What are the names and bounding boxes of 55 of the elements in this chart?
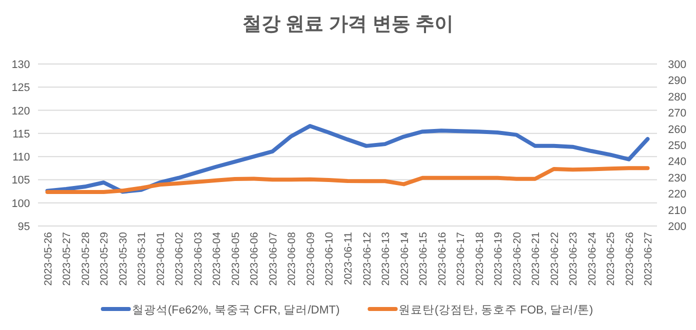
- legend-label: 원료탄(강점탄, 동호주 FOB, 달러/톤): [398, 304, 594, 316]
- y2-tick-label: 290: [668, 75, 686, 88]
- x-tick-label: 2023-06-18: [474, 232, 486, 286]
- y2-tick-label: 200: [668, 221, 686, 233]
- y2-tick-label: 280: [668, 91, 686, 104]
- x-tick-label: 2023-06-19: [492, 232, 505, 286]
- y2-tick-label: 260: [668, 124, 686, 136]
- x-tick-label: 2023-06-15: [418, 232, 430, 286]
- x-tick-label: 2023-06-10: [324, 232, 336, 286]
- x-tick-label: 2023-05-27: [61, 232, 74, 286]
- x-tick-label: 2023-06-16: [436, 232, 448, 286]
- x-tick-label: 2023-06-08: [286, 232, 298, 286]
- y-tick-label: 100: [12, 198, 30, 210]
- y2-tick-label: 220: [668, 188, 686, 201]
- chart-title: 철강 원료 가격 변동 추이: [242, 14, 454, 35]
- x-tick-label: 2023-06-23: [568, 232, 580, 286]
- x-tick-label: 2023-05-29: [98, 232, 111, 286]
- y-tick-label: 115: [12, 128, 30, 140]
- y2-tick-label: 300: [668, 59, 686, 71]
- x-tick-label: 2023-06-09: [304, 232, 317, 286]
- x-tick-label: 2023-05-26: [42, 232, 54, 286]
- x-tick-label: 2023-06-01: [154, 232, 167, 286]
- x-tick-label: 2023-06-22: [548, 232, 561, 286]
- y-tick-label: 125: [12, 82, 30, 94]
- x-tick-label: 2023-06-26: [624, 232, 636, 286]
- x-tick-label: 2023-06-20: [511, 232, 524, 286]
- x-tick-label: 2023-06-24: [586, 232, 598, 286]
- y2-tick-label: 230: [668, 172, 686, 184]
- x-tick-label: 2023-06-17: [455, 232, 468, 286]
- y-tick-label: 120: [12, 105, 30, 118]
- x-tick-label: 2023-06-03: [192, 232, 204, 286]
- y-tick-label: 95: [18, 221, 30, 233]
- x-tick-label: 2023-06-06: [248, 232, 261, 286]
- legend-label: 철광석(Fe62%, 북중국 CFR, 달러/DMT): [132, 304, 340, 316]
- x-tick-label: 2023-06-11: [342, 232, 354, 285]
- y-tick-label: 130: [12, 59, 30, 71]
- y-tick-label: 105: [12, 174, 30, 187]
- x-tick-label: 2023-05-30: [117, 232, 130, 286]
- x-tick-label: 2023-06-12: [361, 232, 374, 286]
- x-tick-label: 2023-06-02: [174, 232, 186, 286]
- y2-tick-label: 270: [668, 108, 686, 120]
- x-tick-label: 2023-06-27: [642, 232, 655, 286]
- y2-tick-label: 240: [668, 156, 686, 168]
- x-tick-label: 2023-05-28: [80, 232, 92, 286]
- x-tick-label: 2023-06-21: [530, 232, 542, 286]
- y2-tick-label: 250: [668, 140, 686, 152]
- x-tick-label: 2023-05-31: [136, 232, 148, 286]
- x-tick-label: 2023-06-13: [380, 232, 392, 286]
- y2-tick-label: 210: [668, 204, 686, 217]
- x-tick-label: 2023-06-05: [230, 232, 242, 286]
- x-tick-label: 2023-06-25: [605, 232, 618, 286]
- y-tick-label: 110: [12, 152, 30, 164]
- x-tick-label: 2023-06-04: [211, 232, 224, 286]
- x-tick-label: 2023-06-07: [267, 232, 280, 286]
- x-tick-label: 2023-06-14: [398, 232, 411, 286]
